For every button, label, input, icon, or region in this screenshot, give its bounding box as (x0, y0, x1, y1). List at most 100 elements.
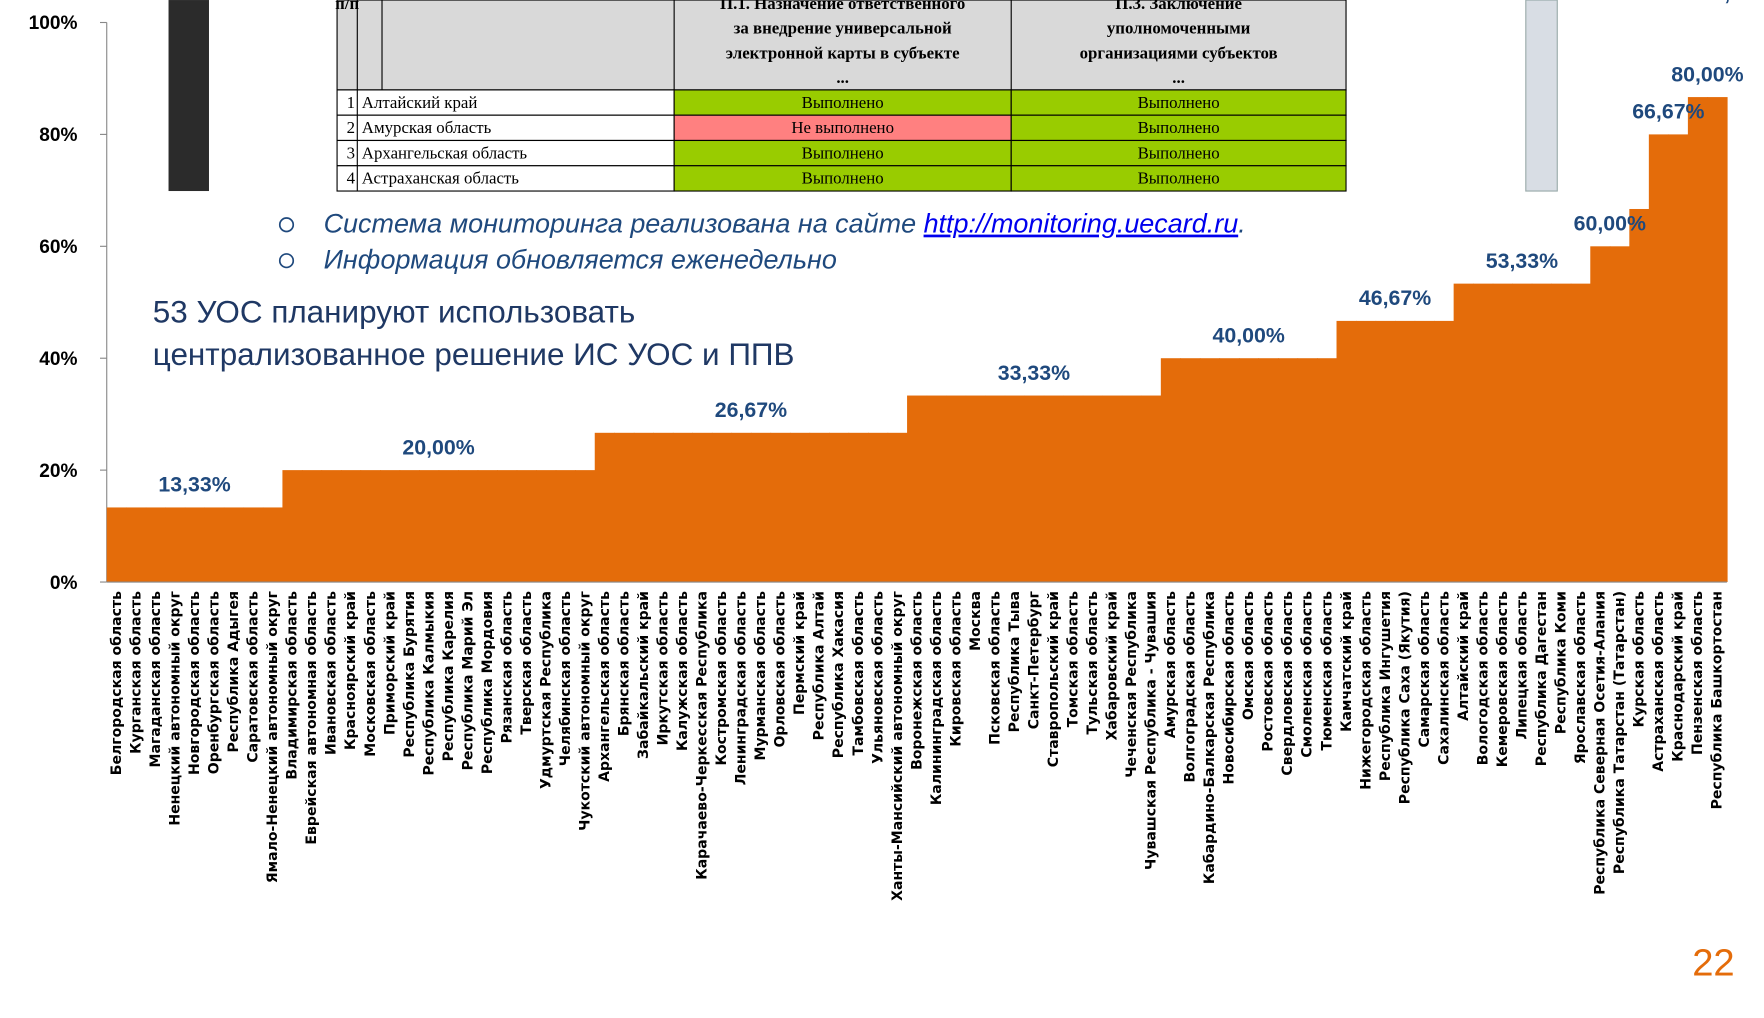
table-header-text: П.3. Заключение (1115, 0, 1242, 13)
row-name: Астраханская область (362, 169, 520, 188)
x-tick-label: Калужская область (675, 591, 691, 751)
x-tick-label: Иркутская область (656, 591, 672, 745)
bullet-text: Система мониторинга реализована на сайте (324, 209, 924, 239)
x-tick-label: Красноярский край (343, 591, 359, 750)
row-name: Алтайский край (362, 93, 478, 112)
x-tick-label: Кировская область (948, 591, 964, 747)
bar (712, 433, 732, 582)
table-header-text: организациями субъектов (1080, 43, 1278, 62)
x-tick-label: Республика Карелия (441, 591, 457, 761)
row-number: 2 (347, 118, 355, 137)
x-tick-label: Республика Бурятия (402, 591, 418, 758)
table-header-text: п/п (335, 0, 359, 13)
x-tick-label: Оренбургская область (207, 591, 223, 774)
x-tick-label: Курганская область (129, 591, 145, 754)
x-tick-label: Республика Северная Осетия-Алания (1593, 591, 1609, 895)
bar (595, 433, 615, 582)
bar (361, 470, 381, 582)
y-tick-label: 0% (50, 573, 78, 594)
bar (263, 507, 283, 582)
x-tick-label: Магаданская область (148, 591, 164, 768)
bullet-marker (280, 218, 293, 231)
status-text: Выполнено (802, 169, 884, 188)
x-tick-label: Республика Дагестан (1534, 591, 1550, 766)
x-tick-label: Ханты-Мансийский автономный округ (890, 591, 906, 901)
x-tick-label: Ульяновская область (870, 591, 886, 764)
x-tick-label: Кабардино-Балкарская Республика (1202, 591, 1218, 884)
bar (1473, 284, 1493, 582)
bar (517, 470, 537, 582)
x-tick-label: Республика Коми (1553, 591, 1569, 734)
value-label: 46,67% (1359, 286, 1431, 310)
slide: 0%20%40%60%80%100%Белгородская областьКу… (0, 0, 1764, 1018)
bar (770, 433, 790, 582)
x-tick-label: Карачаево-Черкесская Республика (695, 591, 711, 880)
bar (907, 396, 927, 582)
link[interactable]: http://monitoring.uecard.ru (924, 209, 1239, 239)
value-label: 66,67% (1632, 100, 1704, 124)
value-label: 40,00% (1213, 323, 1285, 347)
status-text: Выполнено (802, 143, 884, 162)
x-tick-label: Тамбовская область (851, 591, 867, 756)
bar (653, 433, 673, 582)
bar (146, 507, 166, 582)
x-tick-label: Республика Хакасия (831, 591, 847, 758)
bar (1629, 209, 1649, 582)
bar (556, 470, 576, 582)
bar (692, 433, 712, 582)
x-tick-label: Чукотский автономный округ (577, 591, 593, 831)
x-tick-label: Нижегородская область (1358, 591, 1374, 790)
x-tick-label: Ненецкий автономный округ (168, 591, 184, 826)
bar (1005, 396, 1025, 582)
x-tick-label: Республика Алтай (812, 591, 828, 740)
bar (809, 433, 829, 582)
bar (888, 433, 908, 582)
table-header-text: ... (1172, 68, 1185, 87)
status-text: Выполнено (1138, 169, 1220, 188)
bar (1707, 97, 1727, 582)
bar (458, 470, 478, 582)
bar (341, 470, 361, 582)
bullet-text: Информация обновляется еженедельно (324, 245, 837, 275)
x-tick-label: Кемеровская область (1495, 591, 1511, 767)
table-header-text: ... (836, 68, 849, 87)
x-tick-label: Республика Калмыкия (421, 591, 437, 775)
x-tick-label: Московская область (363, 591, 379, 757)
bar (1649, 134, 1669, 582)
bar (927, 396, 947, 582)
table-header-text: электронной карты в субъекте (726, 43, 960, 62)
value-label: 26,67% (715, 398, 787, 422)
x-tick-label: Амурская область (1163, 591, 1179, 738)
x-tick-label: Пензенская область (1690, 591, 1706, 755)
bar (1200, 358, 1220, 582)
bar (1376, 321, 1396, 582)
bar (1122, 396, 1142, 582)
bar (1493, 284, 1513, 582)
status-text: Выполнено (1138, 93, 1220, 112)
bar (1024, 396, 1044, 582)
value-label: 53,33% (1486, 249, 1558, 273)
status-text: Выполнено (1138, 118, 1220, 137)
bar (1278, 358, 1298, 582)
bar (634, 433, 654, 582)
bar (224, 507, 244, 582)
x-tick-label: Ивановская область (324, 591, 340, 755)
x-tick-label: Республика Марий Эл (460, 591, 476, 770)
bar (1454, 284, 1474, 582)
bar (849, 433, 869, 582)
x-tick-label: Республика Татарстан (Татарстан) (1612, 591, 1628, 874)
row-number: 3 (347, 143, 355, 162)
x-tick-label: Ростовская область (1261, 591, 1277, 752)
bar (751, 433, 771, 582)
bar (165, 507, 185, 582)
x-tick-label: Костромская область (714, 591, 730, 766)
x-tick-label: Сахалинская область (1436, 591, 1452, 765)
bar (400, 470, 420, 582)
x-tick-label: Томская область (1065, 591, 1081, 728)
bar (1395, 321, 1415, 582)
value-label: 80,00% (1671, 62, 1743, 86)
row-number: 4 (347, 169, 356, 188)
page-number: 22 (1692, 941, 1734, 984)
annotation: централизованное решение ИС УОС и ППВ (153, 337, 795, 372)
